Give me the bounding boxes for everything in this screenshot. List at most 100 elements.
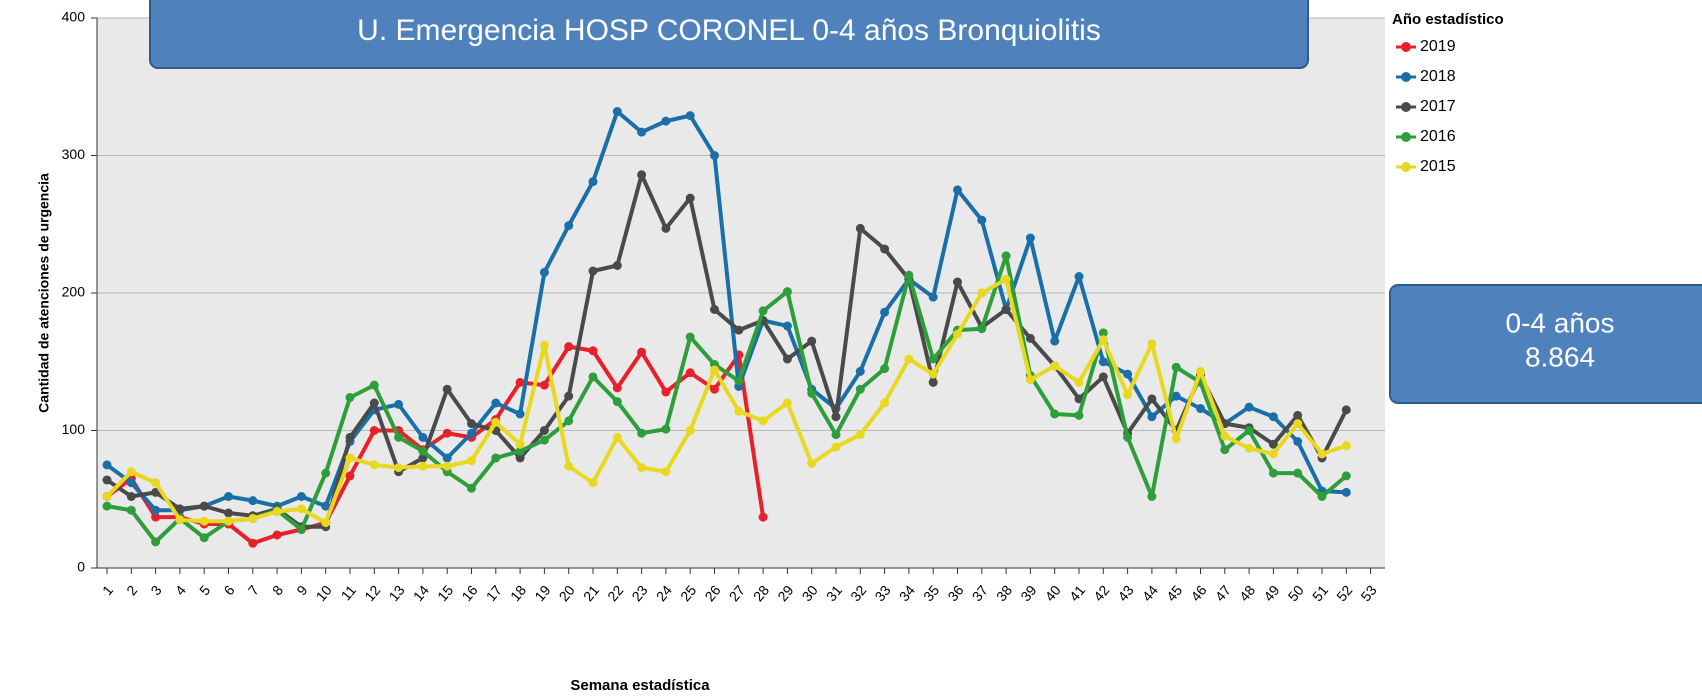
data-point [564, 461, 574, 471]
data-point [539, 267, 549, 277]
data-point [418, 461, 428, 471]
data-point [1074, 272, 1084, 281]
data-point [782, 398, 792, 408]
legend-title: Año estadístico [1392, 11, 1504, 28]
data-point [1244, 443, 1254, 453]
data-point [151, 537, 161, 547]
data-point [710, 305, 719, 314]
data-point [588, 177, 598, 187]
legend-marker [1401, 102, 1411, 112]
data-point [953, 329, 962, 339]
data-point [321, 518, 331, 528]
data-point [151, 478, 161, 488]
y-tick-label: 100 [62, 421, 86, 437]
data-point [175, 504, 185, 514]
data-point [1341, 405, 1351, 415]
x-tick-label: 32 [847, 582, 869, 604]
data-point [880, 364, 890, 374]
data-point [467, 483, 476, 493]
data-point [515, 439, 525, 449]
legend-label: 2016 [1420, 128, 1456, 145]
data-point [539, 435, 549, 445]
data-point [564, 342, 574, 352]
data-point [418, 453, 428, 463]
data-point [1293, 419, 1303, 429]
x-tick-label: 50 [1285, 582, 1307, 604]
data-point [418, 432, 428, 442]
legend-marker [1401, 162, 1411, 172]
data-point [345, 453, 355, 463]
data-point [928, 369, 938, 379]
legend-label: 2019 [1420, 38, 1456, 55]
legend-marker [1401, 132, 1411, 142]
data-point [515, 453, 525, 463]
data-point [1147, 412, 1157, 422]
data-point [1050, 361, 1060, 371]
data-point [1171, 434, 1181, 444]
data-point [588, 266, 598, 276]
data-point [345, 432, 355, 442]
x-tick-label: 16 [458, 582, 480, 604]
data-point [1341, 471, 1351, 481]
series-line [105, 172, 1349, 529]
y-tick-label: 0 [77, 559, 85, 575]
x-tick-label: 24 [653, 582, 675, 604]
data-point [1341, 441, 1351, 451]
x-tick-label: 28 [750, 582, 772, 604]
data-point [758, 512, 768, 522]
data-point [807, 388, 817, 398]
x-tick-label: 19 [531, 582, 553, 604]
data-point [564, 221, 574, 231]
data-point [758, 416, 768, 426]
data-point [102, 492, 112, 501]
data-point [1001, 251, 1011, 261]
series-line [106, 253, 1348, 544]
data-point [491, 417, 501, 427]
data-point [612, 261, 622, 270]
data-point [1293, 468, 1303, 478]
data-point [1050, 409, 1060, 419]
data-point [637, 170, 647, 180]
x-tick-label: 43 [1114, 582, 1136, 604]
data-point [685, 111, 695, 121]
data-point [685, 332, 695, 342]
data-point [831, 442, 841, 452]
data-point [1098, 328, 1108, 338]
data-point [126, 478, 136, 488]
x-tick-label: 51 [1309, 582, 1331, 604]
data-point [345, 471, 355, 481]
data-point [1268, 412, 1278, 422]
data-point [807, 336, 817, 346]
data-point [612, 397, 622, 407]
data-point [1171, 391, 1181, 401]
x-tick-label: 18 [507, 582, 529, 604]
data-point [953, 277, 962, 287]
x-tick-label: 42 [1090, 582, 1112, 604]
x-tick-label: 7 [245, 582, 262, 598]
x-tick-label: 22 [604, 582, 626, 604]
data-point [758, 306, 768, 316]
data-point [1171, 362, 1181, 372]
x-tick-label: 15 [434, 582, 456, 604]
data-point [491, 398, 501, 408]
data-point [977, 288, 987, 298]
x-tick-label: 4 [172, 582, 189, 598]
x-tick-label: 3 [147, 582, 164, 598]
data-point [928, 354, 938, 364]
x-tick-label: 26 [701, 582, 723, 604]
data-point [1244, 426, 1254, 435]
data-point [126, 505, 136, 515]
data-point [1050, 336, 1060, 346]
data-point [102, 501, 112, 511]
legend-label: 2017 [1420, 98, 1456, 115]
annotation-text: 8.864 [1525, 341, 1595, 372]
data-point [369, 460, 379, 470]
data-point [588, 372, 598, 382]
data-point [1025, 233, 1035, 243]
data-point [564, 391, 574, 401]
data-point [369, 426, 379, 435]
legend-label: 2015 [1420, 158, 1456, 175]
data-point [612, 107, 622, 116]
data-point [1001, 305, 1011, 314]
data-point [272, 507, 282, 517]
